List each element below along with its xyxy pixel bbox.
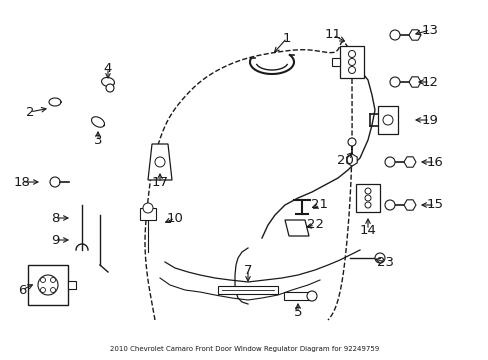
- Bar: [355, 184, 379, 212]
- Circle shape: [364, 195, 370, 201]
- Circle shape: [41, 288, 45, 292]
- Circle shape: [348, 58, 355, 66]
- Text: 22: 22: [306, 219, 323, 231]
- Circle shape: [364, 202, 370, 208]
- Circle shape: [306, 291, 316, 301]
- Circle shape: [142, 203, 153, 213]
- Text: 5: 5: [293, 306, 302, 320]
- Circle shape: [382, 115, 392, 125]
- Polygon shape: [148, 144, 172, 180]
- Text: 7: 7: [243, 264, 252, 276]
- Bar: [339, 46, 363, 78]
- Circle shape: [348, 67, 355, 73]
- Bar: [331, 58, 339, 66]
- Text: 23: 23: [376, 256, 393, 269]
- Circle shape: [348, 50, 355, 58]
- Text: 16: 16: [426, 156, 443, 168]
- Circle shape: [106, 84, 114, 92]
- Polygon shape: [285, 220, 308, 236]
- Bar: [284, 292, 311, 300]
- Text: 14: 14: [359, 224, 376, 237]
- Polygon shape: [49, 98, 61, 106]
- Text: 4: 4: [103, 62, 112, 75]
- Text: 2010 Chevrolet Camaro Front Door Window Regulator Diagram for 92249759: 2010 Chevrolet Camaro Front Door Window …: [110, 346, 378, 352]
- Circle shape: [384, 157, 394, 167]
- Text: 20: 20: [336, 153, 353, 166]
- Circle shape: [364, 188, 370, 194]
- Circle shape: [38, 275, 58, 295]
- Text: 6: 6: [18, 284, 26, 297]
- Polygon shape: [91, 117, 104, 127]
- Circle shape: [155, 157, 164, 167]
- Bar: [28, 265, 68, 305]
- Text: 19: 19: [421, 113, 438, 126]
- Bar: [377, 106, 397, 134]
- Circle shape: [50, 288, 55, 292]
- Text: 21: 21: [311, 198, 328, 211]
- Bar: [140, 208, 156, 220]
- Text: 17: 17: [151, 176, 168, 189]
- Circle shape: [41, 278, 45, 283]
- Text: 9: 9: [51, 234, 59, 247]
- Text: 3: 3: [94, 134, 102, 147]
- Circle shape: [374, 253, 384, 263]
- Text: 2: 2: [26, 105, 34, 118]
- Circle shape: [347, 138, 355, 146]
- Circle shape: [389, 77, 399, 87]
- Circle shape: [389, 30, 399, 40]
- Text: 1: 1: [282, 31, 291, 45]
- Bar: [68, 281, 76, 289]
- Text: 8: 8: [51, 211, 59, 225]
- Circle shape: [384, 200, 394, 210]
- Text: 11: 11: [324, 28, 341, 41]
- Bar: [218, 286, 278, 294]
- Text: 12: 12: [421, 76, 438, 89]
- Circle shape: [50, 177, 60, 187]
- Text: 18: 18: [14, 175, 30, 189]
- Text: 10: 10: [166, 211, 183, 225]
- Circle shape: [50, 278, 55, 283]
- Text: 15: 15: [426, 198, 443, 211]
- Polygon shape: [102, 77, 114, 86]
- Text: 13: 13: [421, 23, 438, 36]
